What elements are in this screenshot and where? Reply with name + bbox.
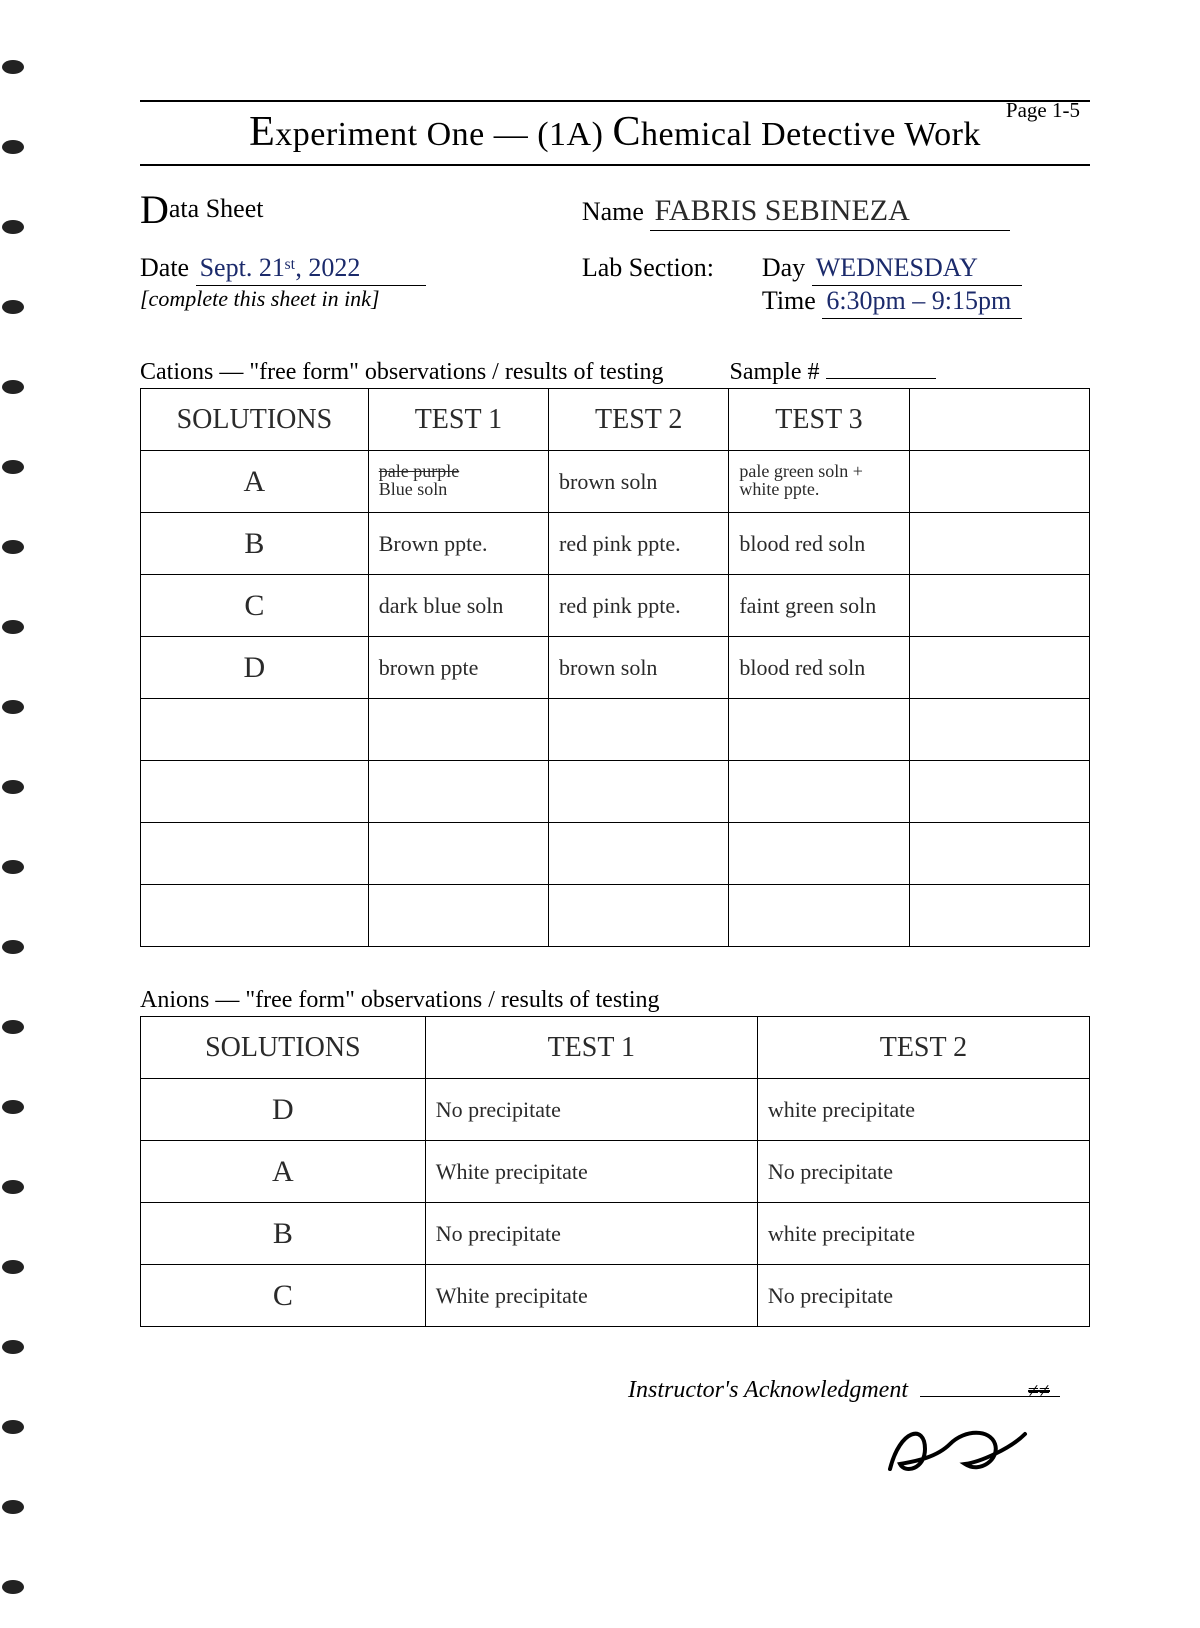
name-line: Name FABRIS SEBINEZA — [582, 194, 1090, 231]
table-row: A pale purple Blue soln brown soln pale … — [141, 451, 1090, 513]
cation-d-sol: D — [141, 637, 369, 699]
table-row: A White precipitate No precipitate — [141, 1141, 1090, 1203]
day-line: Day WEDNESDAY — [762, 253, 1090, 286]
anion-d-sol: D — [141, 1079, 426, 1141]
anion-h-sol: SOLUTIONS — [141, 1017, 426, 1079]
cation-a-t2: brown soln — [549, 451, 729, 513]
cation-h-sol: SOLUTIONS — [141, 389, 369, 451]
cation-c-t4 — [909, 575, 1089, 637]
table-row — [141, 699, 1090, 761]
anion-d-t2: white precipitate — [757, 1079, 1089, 1141]
table-row: C White precipitate No precipitate — [141, 1265, 1090, 1327]
cation-b-t4 — [909, 513, 1089, 575]
table-row: C dark blue soln red pink ppte. faint gr… — [141, 575, 1090, 637]
time-label: Time — [762, 286, 816, 315]
table-row: D brown ppte brown soln blood red soln — [141, 637, 1090, 699]
ack-field[interactable]: ≠≠ — [920, 1396, 1060, 1397]
anion-h-t2: TEST 2 — [757, 1017, 1089, 1079]
lab-section-label: Lab Section: — [582, 253, 762, 319]
cation-c-t1: dark blue soln — [368, 575, 548, 637]
date-field[interactable]: Sept. 21ˢᵗ, 2022 — [196, 253, 426, 286]
cation-h-t2: TEST 2 — [549, 389, 729, 451]
date-line: Date Sept. 21ˢᵗ, 2022 — [140, 253, 582, 286]
anion-h-t1: TEST 1 — [425, 1017, 757, 1079]
signature-icon — [880, 1414, 1030, 1484]
name-field[interactable]: FABRIS SEBINEZA — [650, 194, 1010, 231]
time-line: Time 6:30pm – 9:15pm — [762, 286, 1090, 319]
anion-b-sol: B — [141, 1203, 426, 1265]
sample-field[interactable] — [826, 376, 936, 379]
cation-h-t1: TEST 1 — [368, 389, 548, 451]
anion-c-t2: No precipitate — [757, 1265, 1089, 1327]
cation-d-t2: brown soln — [549, 637, 729, 699]
cation-b-t1: Brown ppte. — [368, 513, 548, 575]
page-number: Page 1-5 — [1006, 98, 1080, 123]
data-sheet-heading: Data Sheet — [140, 194, 582, 231]
anion-a-sol: A — [141, 1141, 426, 1203]
anion-c-t1: White precipitate — [425, 1265, 757, 1327]
lab-sheet-page: Page 1-5 Experiment One — (1A) Chemical … — [0, 0, 1200, 1628]
cation-c-t3: faint green soln — [729, 575, 909, 637]
day-label: Day — [762, 253, 805, 282]
anion-a-t2: No precipitate — [757, 1141, 1089, 1203]
cations-table: SOLUTIONS TEST 1 TEST 2 TEST 3 A pale pu… — [140, 388, 1090, 947]
page-title: Experiment One — (1A) Chemical Detective… — [140, 102, 1090, 164]
ack-scribble: ≠≠ — [1028, 1380, 1050, 1403]
table-row: B Brown ppte. red pink ppte. blood red s… — [141, 513, 1090, 575]
anion-c-sol: C — [141, 1265, 426, 1327]
cation-d-t4 — [909, 637, 1089, 699]
cation-d-t1: brown ppte — [368, 637, 548, 699]
cation-h-t3: TEST 3 — [729, 389, 909, 451]
cation-h-t4 — [909, 389, 1089, 451]
table-row: D No precipitate white precipitate — [141, 1079, 1090, 1141]
anion-d-t1: No precipitate — [425, 1079, 757, 1141]
cation-b-t2: red pink ppte. — [549, 513, 729, 575]
cation-b-sol: B — [141, 513, 369, 575]
date-label: Date — [140, 253, 189, 282]
cation-c-t2: red pink ppte. — [549, 575, 729, 637]
cation-c-sol: C — [141, 575, 369, 637]
name-label: Name — [582, 197, 644, 226]
table-row: B No precipitate white precipitate — [141, 1203, 1090, 1265]
anion-b-t1: No precipitate — [425, 1203, 757, 1265]
anion-a-t1: White precipitate — [425, 1141, 757, 1203]
cation-a-t1: pale purple Blue soln — [368, 451, 548, 513]
instructor-signature — [140, 1414, 1090, 1489]
cation-b-t3: blood red soln — [729, 513, 909, 575]
data-sheet-label: ata Sheet — [169, 194, 264, 223]
cation-a-t4 — [909, 451, 1089, 513]
ink-note: [complete this sheet in ink] — [140, 286, 582, 312]
acknowledgment-line: Instructor's Acknowledgment ≠≠ — [140, 1377, 1090, 1404]
day-field[interactable]: WEDNESDAY — [812, 253, 1022, 286]
cation-a-t3: pale green soln + white ppte. — [729, 451, 909, 513]
sample-label: Sample # — [730, 359, 820, 385]
cation-d-t3: blood red soln — [729, 637, 909, 699]
table-row — [141, 823, 1090, 885]
anions-caption: Anions — "free form" observations / resu… — [140, 987, 1090, 1014]
cations-caption: Cations — "free form" observations / res… — [140, 359, 1090, 386]
anion-b-t2: white precipitate — [757, 1203, 1089, 1265]
time-field[interactable]: 6:30pm – 9:15pm — [822, 286, 1022, 319]
title-rule-bottom — [140, 164, 1090, 166]
table-row — [141, 885, 1090, 947]
cation-a-sol: A — [141, 451, 369, 513]
spiral-binding — [0, 0, 35, 1628]
table-row — [141, 761, 1090, 823]
anions-table: SOLUTIONS TEST 1 TEST 2 D No precipitate… — [140, 1016, 1090, 1327]
